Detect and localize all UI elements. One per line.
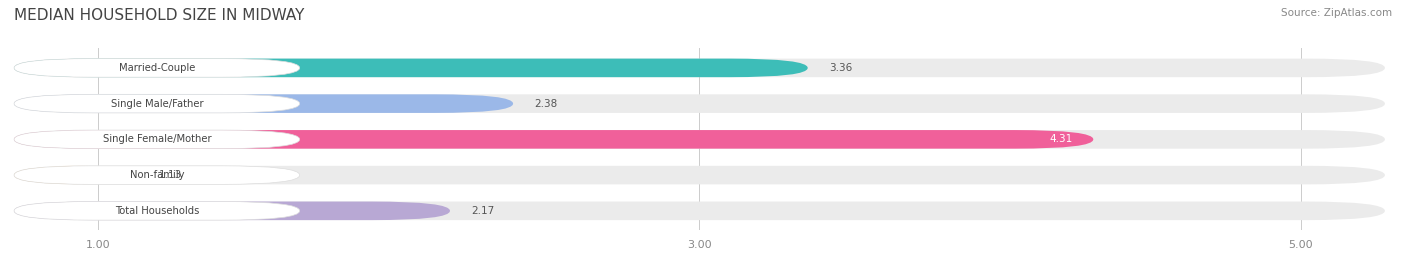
FancyBboxPatch shape xyxy=(14,166,299,184)
Text: Source: ZipAtlas.com: Source: ZipAtlas.com xyxy=(1281,8,1392,18)
FancyBboxPatch shape xyxy=(14,94,1385,113)
FancyBboxPatch shape xyxy=(14,59,1385,77)
Text: 2.38: 2.38 xyxy=(534,99,557,109)
Text: MEDIAN HOUSEHOLD SIZE IN MIDWAY: MEDIAN HOUSEHOLD SIZE IN MIDWAY xyxy=(14,8,305,23)
Text: Single Male/Father: Single Male/Father xyxy=(111,99,204,109)
FancyBboxPatch shape xyxy=(14,166,138,184)
FancyBboxPatch shape xyxy=(14,202,450,220)
FancyBboxPatch shape xyxy=(14,59,299,77)
Text: Single Female/Mother: Single Female/Mother xyxy=(103,134,211,144)
FancyBboxPatch shape xyxy=(14,130,299,149)
FancyBboxPatch shape xyxy=(14,166,1385,184)
Text: 2.17: 2.17 xyxy=(471,206,495,216)
Text: Non-family: Non-family xyxy=(129,170,184,180)
FancyBboxPatch shape xyxy=(14,94,299,113)
FancyBboxPatch shape xyxy=(14,130,1094,149)
FancyBboxPatch shape xyxy=(14,202,299,220)
FancyBboxPatch shape xyxy=(14,202,1385,220)
Text: Total Households: Total Households xyxy=(115,206,200,216)
Text: 3.36: 3.36 xyxy=(828,63,852,73)
Text: 4.31: 4.31 xyxy=(1049,134,1073,144)
Text: Married-Couple: Married-Couple xyxy=(118,63,195,73)
FancyBboxPatch shape xyxy=(14,59,807,77)
FancyBboxPatch shape xyxy=(14,94,513,113)
Text: 1.13: 1.13 xyxy=(159,170,181,180)
FancyBboxPatch shape xyxy=(14,130,1385,149)
